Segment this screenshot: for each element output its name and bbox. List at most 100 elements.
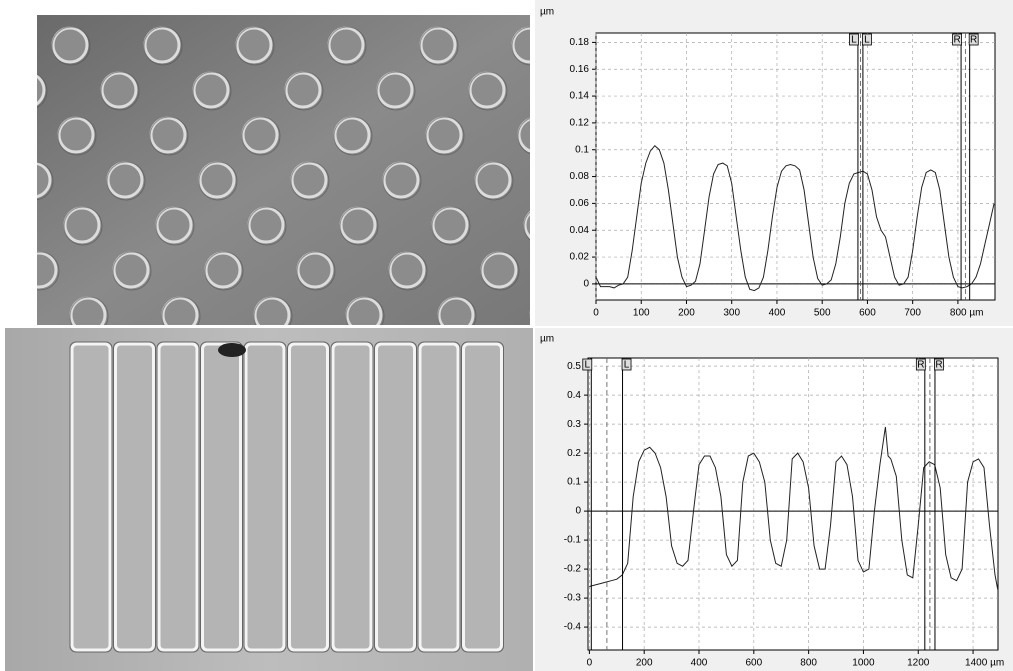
dot-ring [192, 71, 230, 109]
dot-ring [57, 116, 95, 154]
y-tick-label: -0.3 [564, 593, 582, 604]
dot-ring [161, 296, 199, 325]
dot-ring [51, 26, 89, 64]
stripe [244, 342, 286, 652]
x-tick-label: 800 [800, 658, 817, 669]
x-tick-label: 1000 [852, 658, 875, 669]
cursor-marker [621, 358, 632, 371]
y-tick-label: 0.06 [570, 198, 590, 209]
dot-ring [37, 74, 46, 106]
dot-shadow [425, 116, 465, 156]
dot-shadow [198, 161, 238, 201]
dot-ring [253, 296, 291, 325]
dot-ring [37, 251, 58, 289]
y-unit-label: µm [540, 334, 554, 345]
dot-ring [296, 251, 334, 289]
profile-line [589, 426, 999, 590]
cursor-label: R [970, 35, 977, 46]
stripe [331, 342, 373, 652]
stripe [375, 342, 416, 652]
dot-shadow [100, 71, 140, 111]
y-tick-label: 0.16 [570, 64, 590, 75]
cursor-label: L [864, 35, 870, 46]
stripe-edge [69, 341, 113, 653]
dot-ring [37, 161, 52, 199]
dot-shadow [149, 116, 189, 156]
y-tick-label: 0.5 [567, 361, 581, 372]
dot-shadow [161, 296, 201, 325]
dot-ring [437, 296, 475, 325]
dot-ring [419, 26, 457, 64]
dot-shadow [253, 296, 293, 325]
y-tick-label: 0 [575, 506, 581, 517]
y-tick-label: 0.4 [567, 390, 581, 401]
stripe [157, 342, 199, 652]
dot-shadow [296, 251, 336, 291]
stripe-edge [374, 341, 417, 653]
dot-shadow [388, 251, 428, 291]
stripe [288, 342, 329, 652]
stripe-edge [461, 341, 504, 653]
dot-ring [382, 161, 420, 199]
cursor-marker [862, 33, 872, 46]
dot-ring [388, 251, 426, 289]
x-tick-label: 200 [678, 308, 695, 319]
plot-area [587, 357, 999, 651]
dot-shadow [382, 161, 422, 201]
dot-shadow [143, 26, 183, 66]
dot-ring [284, 71, 322, 109]
dot-shadow [339, 206, 379, 246]
x-tick-label: 600 [745, 658, 762, 669]
dot-ring [63, 206, 101, 244]
dot-ring [327, 26, 365, 64]
dot-shadow [327, 26, 367, 66]
dot-ring [517, 117, 530, 153]
x-tick-label: 400 [691, 658, 708, 669]
y-tick-label: -0.4 [564, 622, 582, 633]
x-tick-label: 600 [859, 308, 876, 319]
x-tick-label: 200 [636, 658, 653, 669]
stripe [418, 342, 460, 652]
dot-ring [474, 161, 512, 199]
x-tick-label: 300 [723, 308, 740, 319]
dot-ring [480, 251, 518, 289]
cursor-marker [934, 358, 944, 371]
dot-shadow [0, 117, 4, 155]
cursor-marker [849, 33, 859, 46]
stripe [201, 342, 242, 652]
dot-ring [376, 71, 414, 109]
cursor-label: L [624, 360, 630, 371]
dot-shadow [0, 207, 10, 245]
dot-shadow [192, 71, 232, 111]
dot-ring [149, 116, 187, 154]
cursor-marker [952, 33, 962, 46]
cursor-label: R [953, 35, 960, 46]
dot-shadow [106, 161, 146, 201]
cursor-label: R [935, 360, 942, 371]
dot-ring [431, 206, 469, 244]
x-tick-label: 100 [633, 308, 650, 319]
dot-ring [198, 161, 236, 199]
dot-ring [204, 251, 242, 289]
dot-shadow [474, 161, 514, 201]
dot-ring [100, 71, 138, 109]
dot-ring [241, 116, 279, 154]
dot-shadow [333, 116, 373, 156]
charts: µm 0 0.02 0.04 0.06 0.08 0.1 0.12 0.14 0.16 0.18 0 1… [540, 7, 1004, 669]
y-tick-label: -0.2 [564, 564, 582, 575]
cursor-label: L [585, 360, 591, 371]
dot-ring [345, 296, 383, 325]
y-tick-label: 0.1 [575, 144, 589, 155]
dot-shadow [37, 161, 54, 201]
dot-shadow [37, 73, 48, 109]
cursor-marker [968, 33, 979, 46]
cursor-marker [582, 358, 593, 371]
stripe [70, 342, 112, 652]
dot-shadow [345, 296, 385, 325]
cursor-label: L [851, 35, 857, 46]
dot-shadow [290, 161, 330, 201]
stripe-edge [113, 341, 156, 653]
dot-shadow [468, 71, 508, 111]
x-tick-label: 0 [587, 658, 593, 669]
